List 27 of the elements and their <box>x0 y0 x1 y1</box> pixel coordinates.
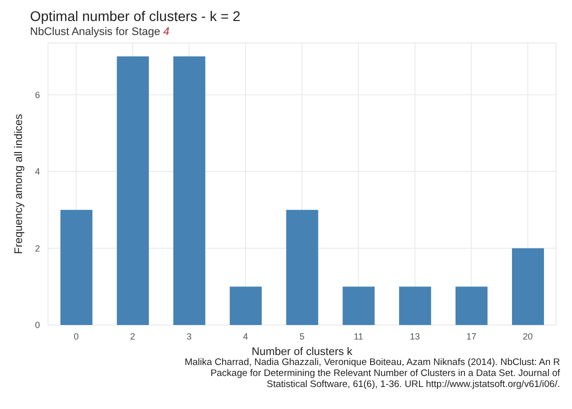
x-tick-label: 0 <box>74 331 79 342</box>
x-tick-label: 5 <box>299 331 305 342</box>
y-axis-title: Frequency among all indices <box>12 113 25 254</box>
chart-subtitle: NbClust Analysis for Stage 4 <box>29 25 170 39</box>
y-tick-label: 4 <box>34 166 40 177</box>
bar <box>60 210 92 325</box>
bar <box>456 286 488 325</box>
bar <box>399 286 432 325</box>
x-axis-title: Number of clusters k <box>252 346 353 358</box>
text: Malika Charrad, Nadia Ghazzali, Veronique Boiteau, Azam Niknafs (2014). NbClust: An R Package for Determining the Relevant Number of Clusters in a Data Set. Journal of Statistical Software, 61(6), 1-36. URL http://www.jstatsoft.org/v61/i06/. <box>184 357 561 390</box>
x-tick-label: 20 <box>522 331 533 342</box>
bar <box>286 210 318 325</box>
y-tick-label: 6 <box>34 90 40 100</box>
bar <box>173 56 206 325</box>
x-tick-label: 17 <box>466 331 476 342</box>
bar <box>342 286 375 325</box>
x-tick-label: 3 <box>186 331 192 342</box>
y-tick-label: 2 <box>34 243 40 254</box>
bar <box>230 286 262 325</box>
x-tick-label: 2 <box>130 331 136 342</box>
y-tick-label: 0 <box>34 320 40 330</box>
bar <box>512 248 544 325</box>
chart-title: Optimal number of clusters - k = 2 <box>29 8 242 25</box>
x-tick-label: 4 <box>243 331 248 342</box>
bar <box>116 56 149 325</box>
x-tick-label: 11 <box>354 331 364 342</box>
x-tick-label: 13 <box>410 331 420 342</box>
